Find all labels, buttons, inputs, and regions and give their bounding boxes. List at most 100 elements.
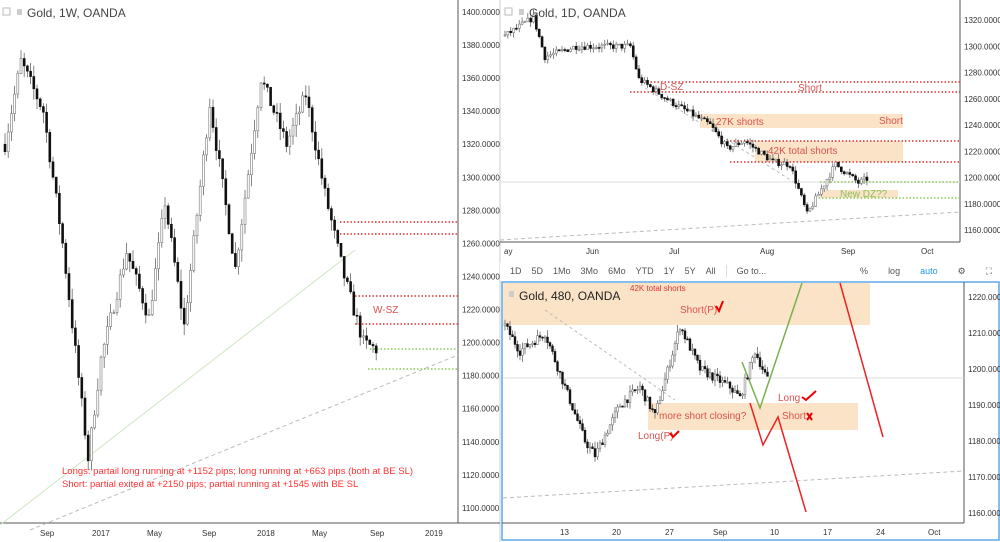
h4-dashed-trendline[interactable] (502, 470, 965, 499)
daily-candle (515, 23, 518, 31)
daily-27k-zone[interactable] (700, 114, 903, 128)
collapse-icon[interactable] (504, 7, 513, 16)
weekly-candle (342, 256, 346, 287)
weekly-candle (45, 103, 48, 143)
weekly-candle (32, 65, 36, 100)
range-5y[interactable]: 5Y (684, 266, 696, 276)
fullscreen-icon[interactable]: ⛶ (985, 265, 992, 276)
daily-dashed-trendline[interactable] (499, 211, 961, 241)
h4-candle (713, 369, 717, 387)
daily-candle (734, 138, 738, 147)
daily-title[interactable]: Gold, 1D, OANDA (529, 6, 626, 20)
weekly-candle (272, 104, 276, 116)
weekly-candle (371, 341, 375, 353)
weekly-title[interactable]: Gold, 1W, OANDA (27, 6, 126, 20)
daily-candle (725, 138, 729, 150)
range-3mo[interactable]: 3Mo (580, 266, 599, 276)
weekly-candle (128, 253, 132, 273)
percent-toggle[interactable]: % (860, 265, 869, 276)
weekly-candle (125, 242, 128, 271)
daily-candle (512, 27, 515, 38)
daily-candle (666, 95, 669, 101)
weekly-price-tick: 1400.0000 (462, 8, 500, 17)
weekly-candle (186, 294, 189, 326)
settings-gear-icon[interactable]: ⚙ (957, 265, 966, 276)
weekly-price-tick: 1200.0000 (462, 339, 500, 348)
auto-toggle[interactable]: auto (920, 265, 938, 276)
weekly-time-tick: 2018 (257, 529, 275, 538)
daily-candle (777, 154, 780, 169)
daily-candle (768, 154, 772, 161)
weekly-candle (256, 105, 260, 138)
range-1d[interactable]: 1D (510, 266, 522, 276)
weekly-time-tick: Sep (40, 529, 55, 538)
h4-candle (543, 335, 547, 343)
range-ytd[interactable]: YTD (635, 266, 654, 276)
daily-candle (848, 168, 852, 179)
daily-candle (674, 102, 678, 110)
daily-42k-zone[interactable] (755, 141, 903, 162)
weekly-price-tick: 1320.0000 (462, 140, 500, 149)
range-1mo[interactable]: 1Mo (553, 266, 571, 276)
weekly-candle (259, 82, 263, 111)
weekly-price-tick: 1340.0000 (462, 107, 500, 116)
daily-candle (532, 9, 535, 24)
weekly-dashed-trendline[interactable] (29, 354, 459, 531)
daily-candle (851, 173, 855, 178)
h4-42k-label: 42K total shorts (630, 284, 686, 293)
range-all[interactable]: All (705, 266, 716, 276)
collapse-icon[interactable] (2, 7, 11, 16)
daily-candle (523, 20, 527, 23)
weekly-trendline[interactable] (0, 249, 356, 526)
weekly-candle (234, 242, 237, 269)
weekly-candle (86, 430, 90, 471)
h4-candle (576, 409, 579, 422)
h4-candle (638, 381, 642, 394)
weekly-candle (291, 117, 295, 145)
daily-candle (817, 191, 820, 197)
h4-red-projection-2[interactable] (839, 282, 884, 438)
h4-candle (593, 441, 597, 462)
weekly-candle (93, 410, 96, 430)
h4-candle (566, 384, 569, 392)
daily-new-dz-zone[interactable] (820, 190, 898, 198)
weekly-candle (330, 205, 333, 231)
weekly-candle (358, 311, 362, 346)
h4-candle (606, 429, 609, 437)
daily-candle (780, 161, 783, 171)
range-6mo[interactable]: 6Mo (608, 266, 626, 276)
weekly-note-longs: Longs: partail long running at +1152 pip… (62, 466, 413, 477)
weekly-price-tick: 1140.0000 (462, 438, 500, 447)
daily-candle (623, 40, 627, 53)
goto-button[interactable]: Go to... (736, 266, 767, 276)
weekly-candle (250, 143, 253, 187)
daily-candle (785, 158, 789, 171)
h4-red-projection[interactable] (749, 402, 807, 513)
range-5d[interactable]: 5D (531, 266, 544, 276)
h4-candle (651, 404, 654, 413)
daily-candle (857, 177, 860, 188)
range-1y[interactable]: 1Y (663, 266, 675, 276)
daily-price-tick: 1160.0000 (964, 226, 1000, 235)
daily-candle (802, 192, 806, 208)
daily-candle (600, 42, 604, 53)
h4-demand-zone[interactable] (648, 403, 858, 430)
h4-dashed-diagonal[interactable] (544, 309, 676, 401)
daily-short-label-2: Short (879, 116, 903, 127)
h4-time-tick: 20 (612, 528, 621, 537)
h4-green-projection[interactable] (741, 282, 803, 411)
daily-time-tick: Sep (841, 247, 856, 256)
daily-candle (572, 45, 575, 50)
weekly-price-tick: 1180.0000 (462, 372, 500, 381)
weekly-candle (51, 156, 55, 180)
h4-candle (758, 351, 762, 370)
weekly-candle (288, 129, 292, 156)
daily-candle (629, 41, 632, 48)
h4-title[interactable]: Gold, 480, OANDA (519, 289, 620, 303)
daily-candle (580, 42, 584, 54)
log-toggle[interactable]: log (888, 265, 901, 276)
weekly-candle (173, 228, 176, 267)
h4-supply-zone[interactable] (503, 283, 870, 325)
h4-candle (691, 343, 694, 356)
